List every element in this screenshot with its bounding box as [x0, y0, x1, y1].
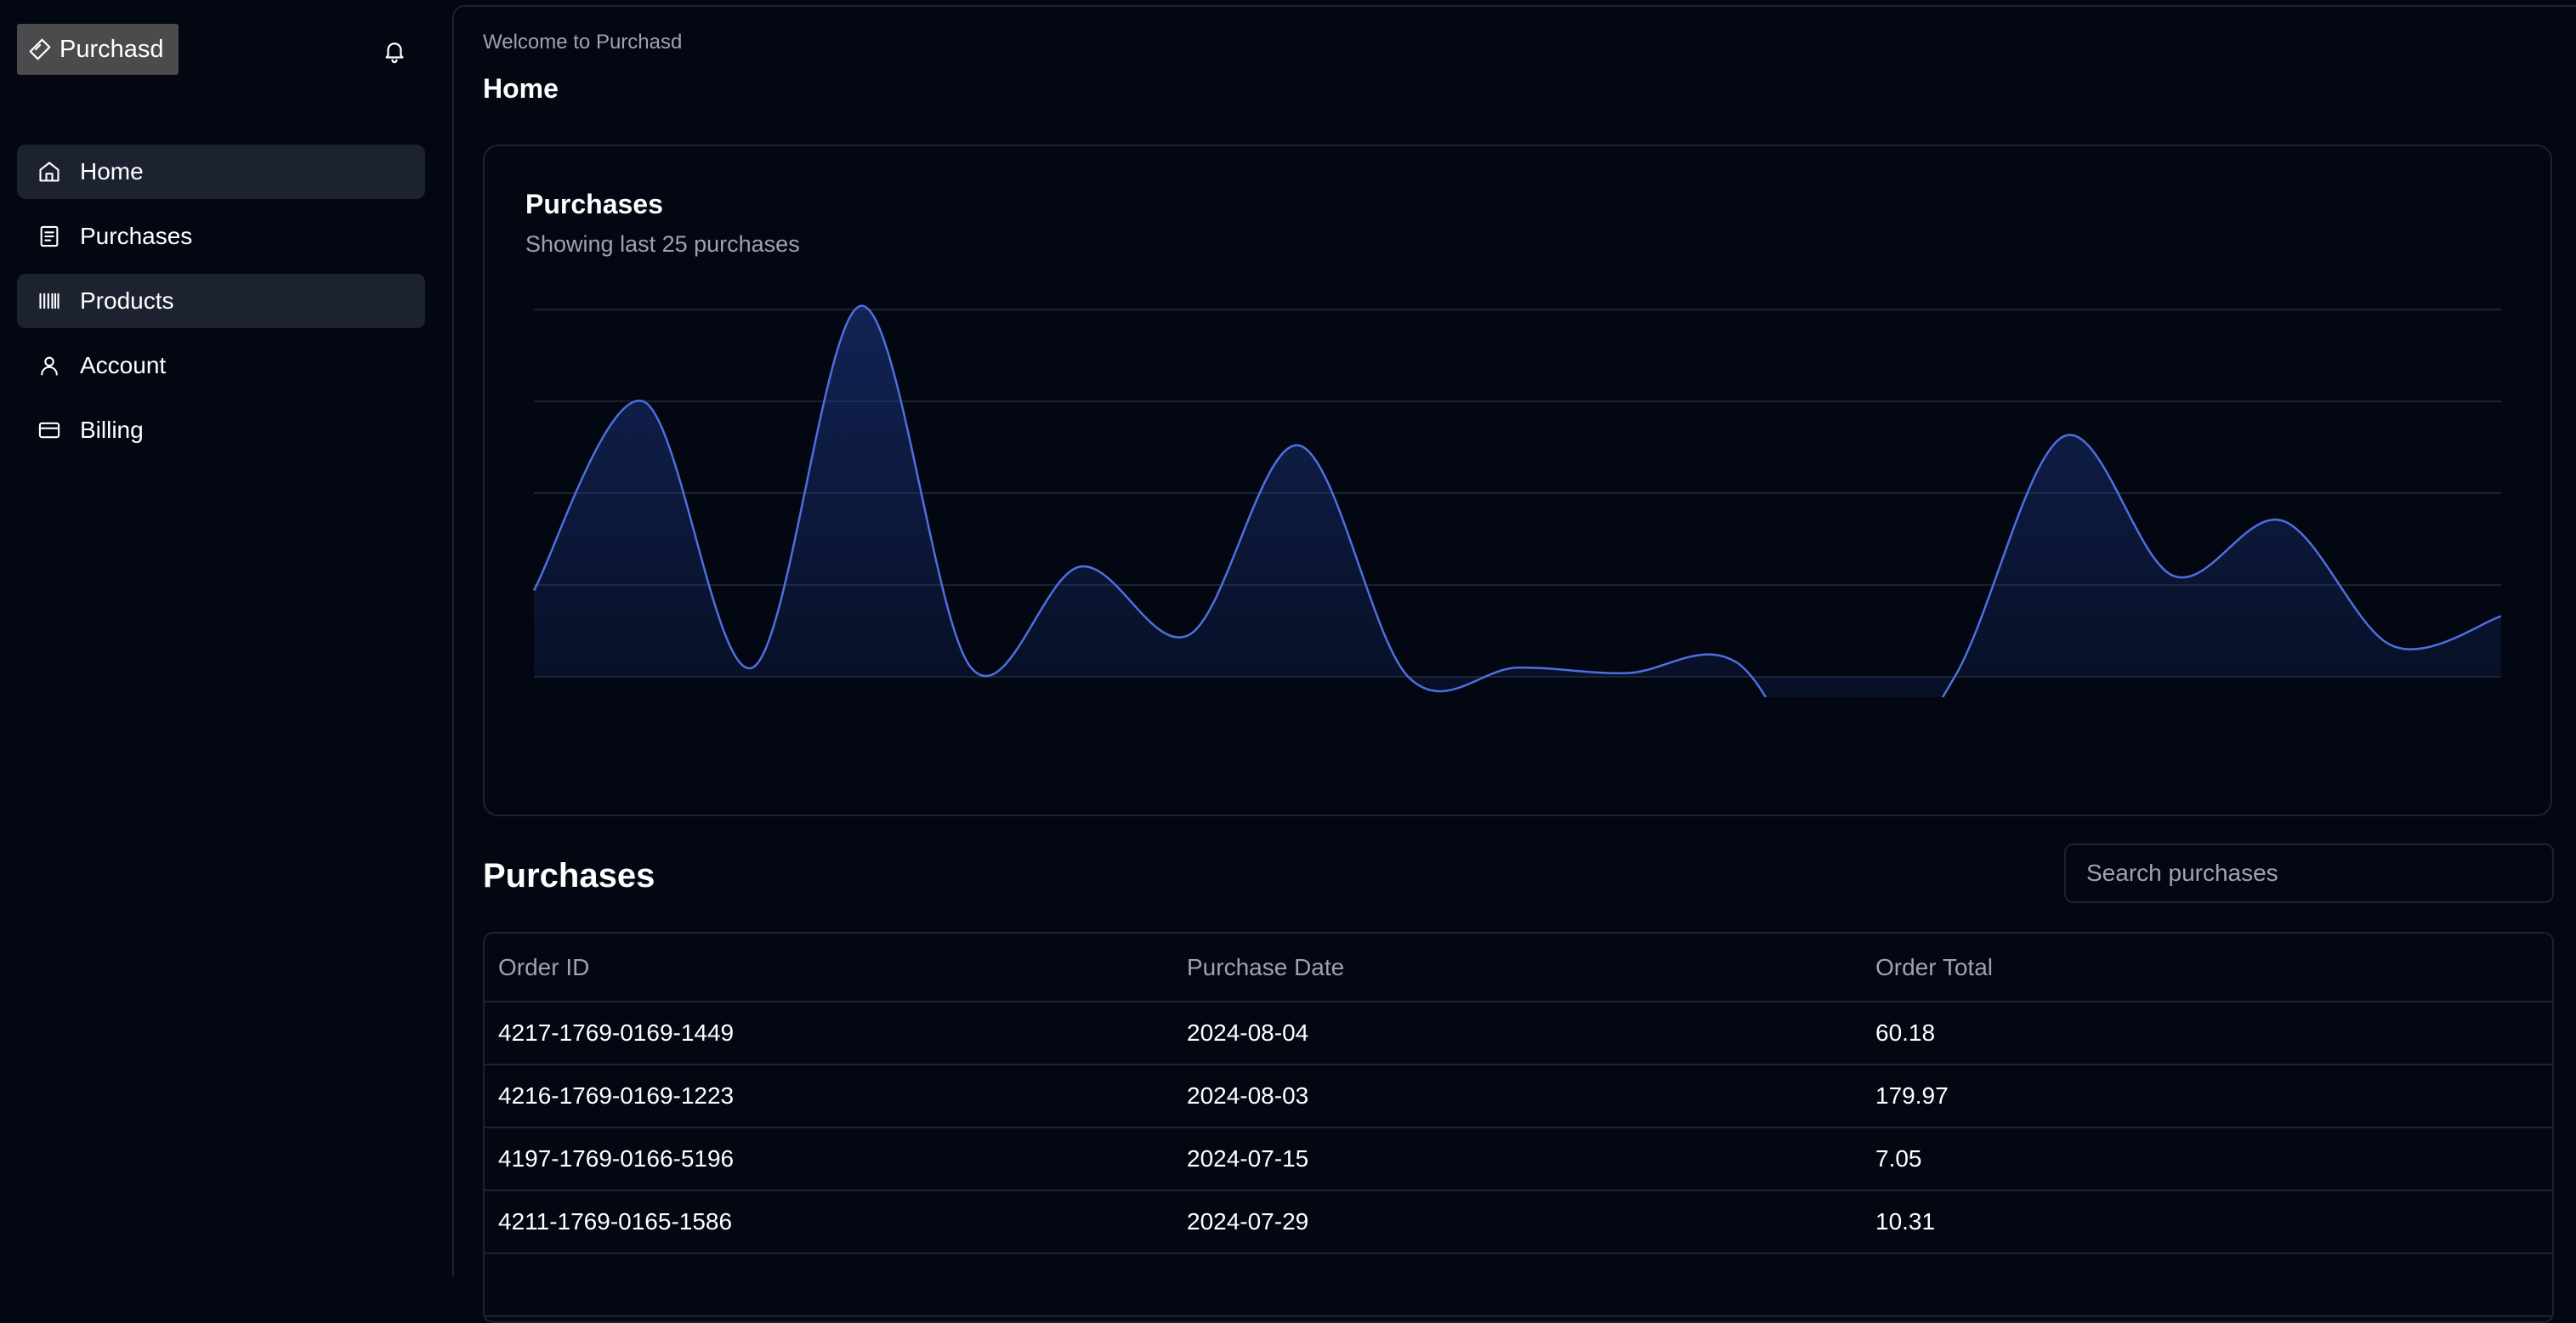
order-id-cell: 4216-1769-0169-1223: [485, 1065, 1173, 1128]
purchases-chart-card: Purchases Showing last 25 purchases: [483, 145, 2552, 816]
order-total-cell: 10.31: [1862, 1190, 2552, 1254]
sidebar-item-label: Home: [80, 158, 144, 185]
purchases-area-chart: [532, 304, 2502, 697]
sidebar: Purchasd Home Purchases Products: [0, 0, 452, 1277]
sidebar-item-products[interactable]: Products: [17, 274, 425, 328]
order-id-cell: [485, 1253, 1173, 1317]
order-total-cell: [1862, 1253, 2552, 1317]
sidebar-item-account[interactable]: Account: [17, 338, 425, 393]
sidebar-nav: Home Purchases Products Account: [17, 145, 425, 468]
order-id-cell: 4211-1769-0165-1586: [485, 1190, 1173, 1254]
chart-title: Purchases: [525, 189, 663, 219]
barcode-icon: [39, 292, 60, 309]
purchase-date-cell: 2024-08-04: [1173, 1002, 1862, 1065]
chart-subtitle: Showing last 25 purchases: [525, 231, 800, 257]
notifications-button[interactable]: [377, 34, 411, 68]
user-icon: [41, 356, 58, 376]
sidebar-item-billing[interactable]: Billing: [17, 403, 425, 457]
order-total-cell: 7.05: [1862, 1127, 2552, 1191]
purchases-section-title: Purchases: [483, 857, 655, 894]
page-title: Home: [483, 73, 559, 104]
home-icon: [39, 162, 60, 182]
main-content: Welcome to Purchasd Home Purchases Showi…: [452, 5, 2576, 1323]
purchase-date-cell: 2024-07-15: [1173, 1127, 1862, 1191]
order-id-cell: 4197-1769-0166-5196: [485, 1127, 1173, 1191]
table-header-row: Order ID Purchase Date Order Total: [485, 934, 2552, 1002]
table-row[interactable]: 4217-1769-0169-1449 2024-08-04 60.18: [485, 1002, 2552, 1065]
table-row[interactable]: 4216-1769-0169-1223 2024-08-03 179.97: [485, 1065, 2552, 1128]
column-header-order-total[interactable]: Order Total: [1862, 934, 2552, 1002]
column-header-order-id[interactable]: Order ID: [485, 934, 1173, 1002]
purchase-date-cell: 2024-07-29: [1173, 1190, 1862, 1254]
chart-area-fill: [534, 305, 2501, 697]
sidebar-item-label: Products: [80, 287, 174, 314]
table-row[interactable]: 4211-1769-0165-1586 2024-07-29 10.31: [485, 1190, 2552, 1254]
app-logo[interactable]: Purchasd: [17, 24, 179, 75]
bell-icon: [385, 43, 404, 64]
order-total-cell: 60.18: [1862, 1002, 2552, 1065]
purchase-date-cell: [1173, 1253, 1862, 1317]
search-input[interactable]: [2064, 843, 2554, 903]
sidebar-item-label: Purchases: [80, 223, 193, 249]
order-id-cell: 4217-1769-0169-1449: [485, 1002, 1173, 1065]
sidebar-item-label: Billing: [80, 417, 144, 443]
order-total-cell: 179.97: [1862, 1065, 2552, 1128]
app-name: Purchasd: [60, 35, 164, 63]
receipt-icon: [40, 225, 59, 247]
purchases-table: Order ID Purchase Date Order Total 4217-…: [483, 932, 2554, 1323]
sidebar-item-home[interactable]: Home: [17, 145, 425, 199]
purchase-date-cell: 2024-08-03: [1173, 1065, 1862, 1128]
welcome-text: Welcome to Purchasd: [483, 31, 683, 54]
table-row[interactable]: 4197-1769-0166-5196 2024-07-15 7.05: [485, 1127, 2552, 1191]
table-row[interactable]: [485, 1253, 2552, 1317]
ticket-icon: [29, 38, 51, 60]
chart-series-line: [532, 304, 2502, 697]
column-header-purchase-date[interactable]: Purchase Date: [1173, 934, 1862, 1002]
sidebar-item-purchases[interactable]: Purchases: [17, 209, 425, 264]
credit-card-icon: [38, 422, 60, 439]
sidebar-item-label: Account: [80, 352, 167, 378]
